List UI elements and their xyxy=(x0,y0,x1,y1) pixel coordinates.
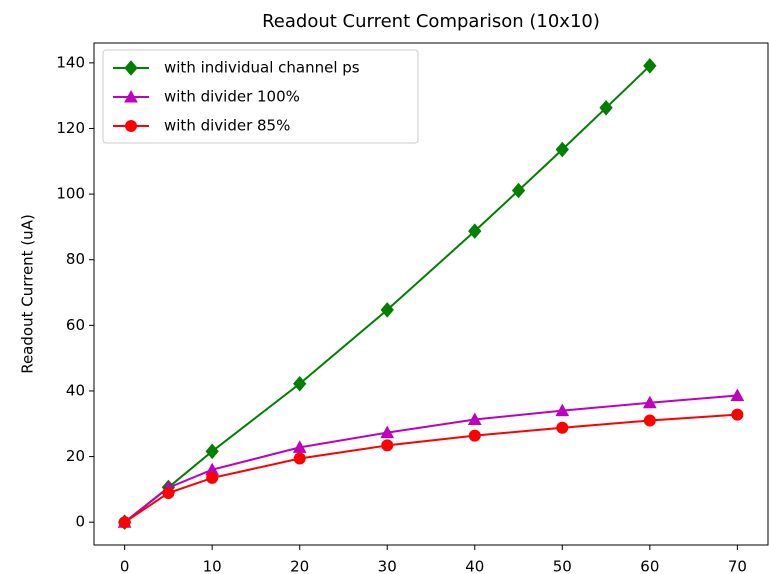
marker-circle xyxy=(556,421,569,434)
marker-circle xyxy=(731,408,744,421)
marker-triangle xyxy=(292,440,307,453)
marker-triangle xyxy=(124,89,138,103)
marker-circle xyxy=(118,516,131,529)
marker-diamond xyxy=(555,141,569,158)
marker-diamond xyxy=(205,443,219,460)
x-tick-label: 20 xyxy=(290,558,309,574)
legend-label: with divider 100% xyxy=(164,88,300,106)
x-tick-label: 0 xyxy=(120,558,130,574)
marker-diamond xyxy=(599,100,613,116)
legend-label: with divider 85% xyxy=(164,117,290,135)
x-tick-label: 10 xyxy=(203,558,222,574)
y-tick-label: 120 xyxy=(56,119,85,137)
marker-circle xyxy=(206,471,219,484)
y-tick-label: 140 xyxy=(56,53,85,71)
x-tick-label: 70 xyxy=(728,558,747,574)
series-line xyxy=(124,65,651,523)
marker-circle xyxy=(162,486,175,499)
y-tick-label: 100 xyxy=(56,185,85,203)
marker-diamond xyxy=(293,375,307,392)
x-tick-label: 60 xyxy=(640,558,659,574)
legend: with individual channel ps with divider 1… xyxy=(102,49,419,144)
marker-diamond xyxy=(124,60,138,76)
y-tick-label: 60 xyxy=(66,316,85,334)
marker-circle xyxy=(468,429,481,442)
series-line xyxy=(124,394,738,523)
y-tick-label: 80 xyxy=(66,250,85,268)
y-axis-label: Readout Current (uA) xyxy=(19,214,37,374)
chart-title: Readout Current Comparison (10x10) xyxy=(262,11,600,32)
x-tick-label: 30 xyxy=(378,558,397,574)
marker-triangle xyxy=(642,395,657,409)
x-tick-label: 50 xyxy=(553,558,572,574)
x-tick-label: 40 xyxy=(465,558,484,574)
marker-diamond xyxy=(468,223,482,239)
legend-label: with individual channel ps xyxy=(164,59,360,77)
marker-diamond xyxy=(643,58,657,74)
marker-diamond xyxy=(511,182,526,199)
y-tick-label: 40 xyxy=(66,381,85,399)
marker-diamond xyxy=(380,302,394,318)
marker-triangle xyxy=(380,425,395,439)
marker-circle xyxy=(643,414,656,427)
plot-frame xyxy=(93,42,769,546)
marker-circle xyxy=(381,439,394,452)
y-tick-label: 0 xyxy=(75,513,85,531)
y-tick-label: 20 xyxy=(66,447,85,465)
marker-triangle xyxy=(467,412,482,425)
marker-triangle xyxy=(555,403,570,417)
marker-triangle xyxy=(730,388,745,402)
marker-circle xyxy=(293,452,306,465)
legend-box xyxy=(102,49,419,144)
marker-circle xyxy=(125,120,137,132)
